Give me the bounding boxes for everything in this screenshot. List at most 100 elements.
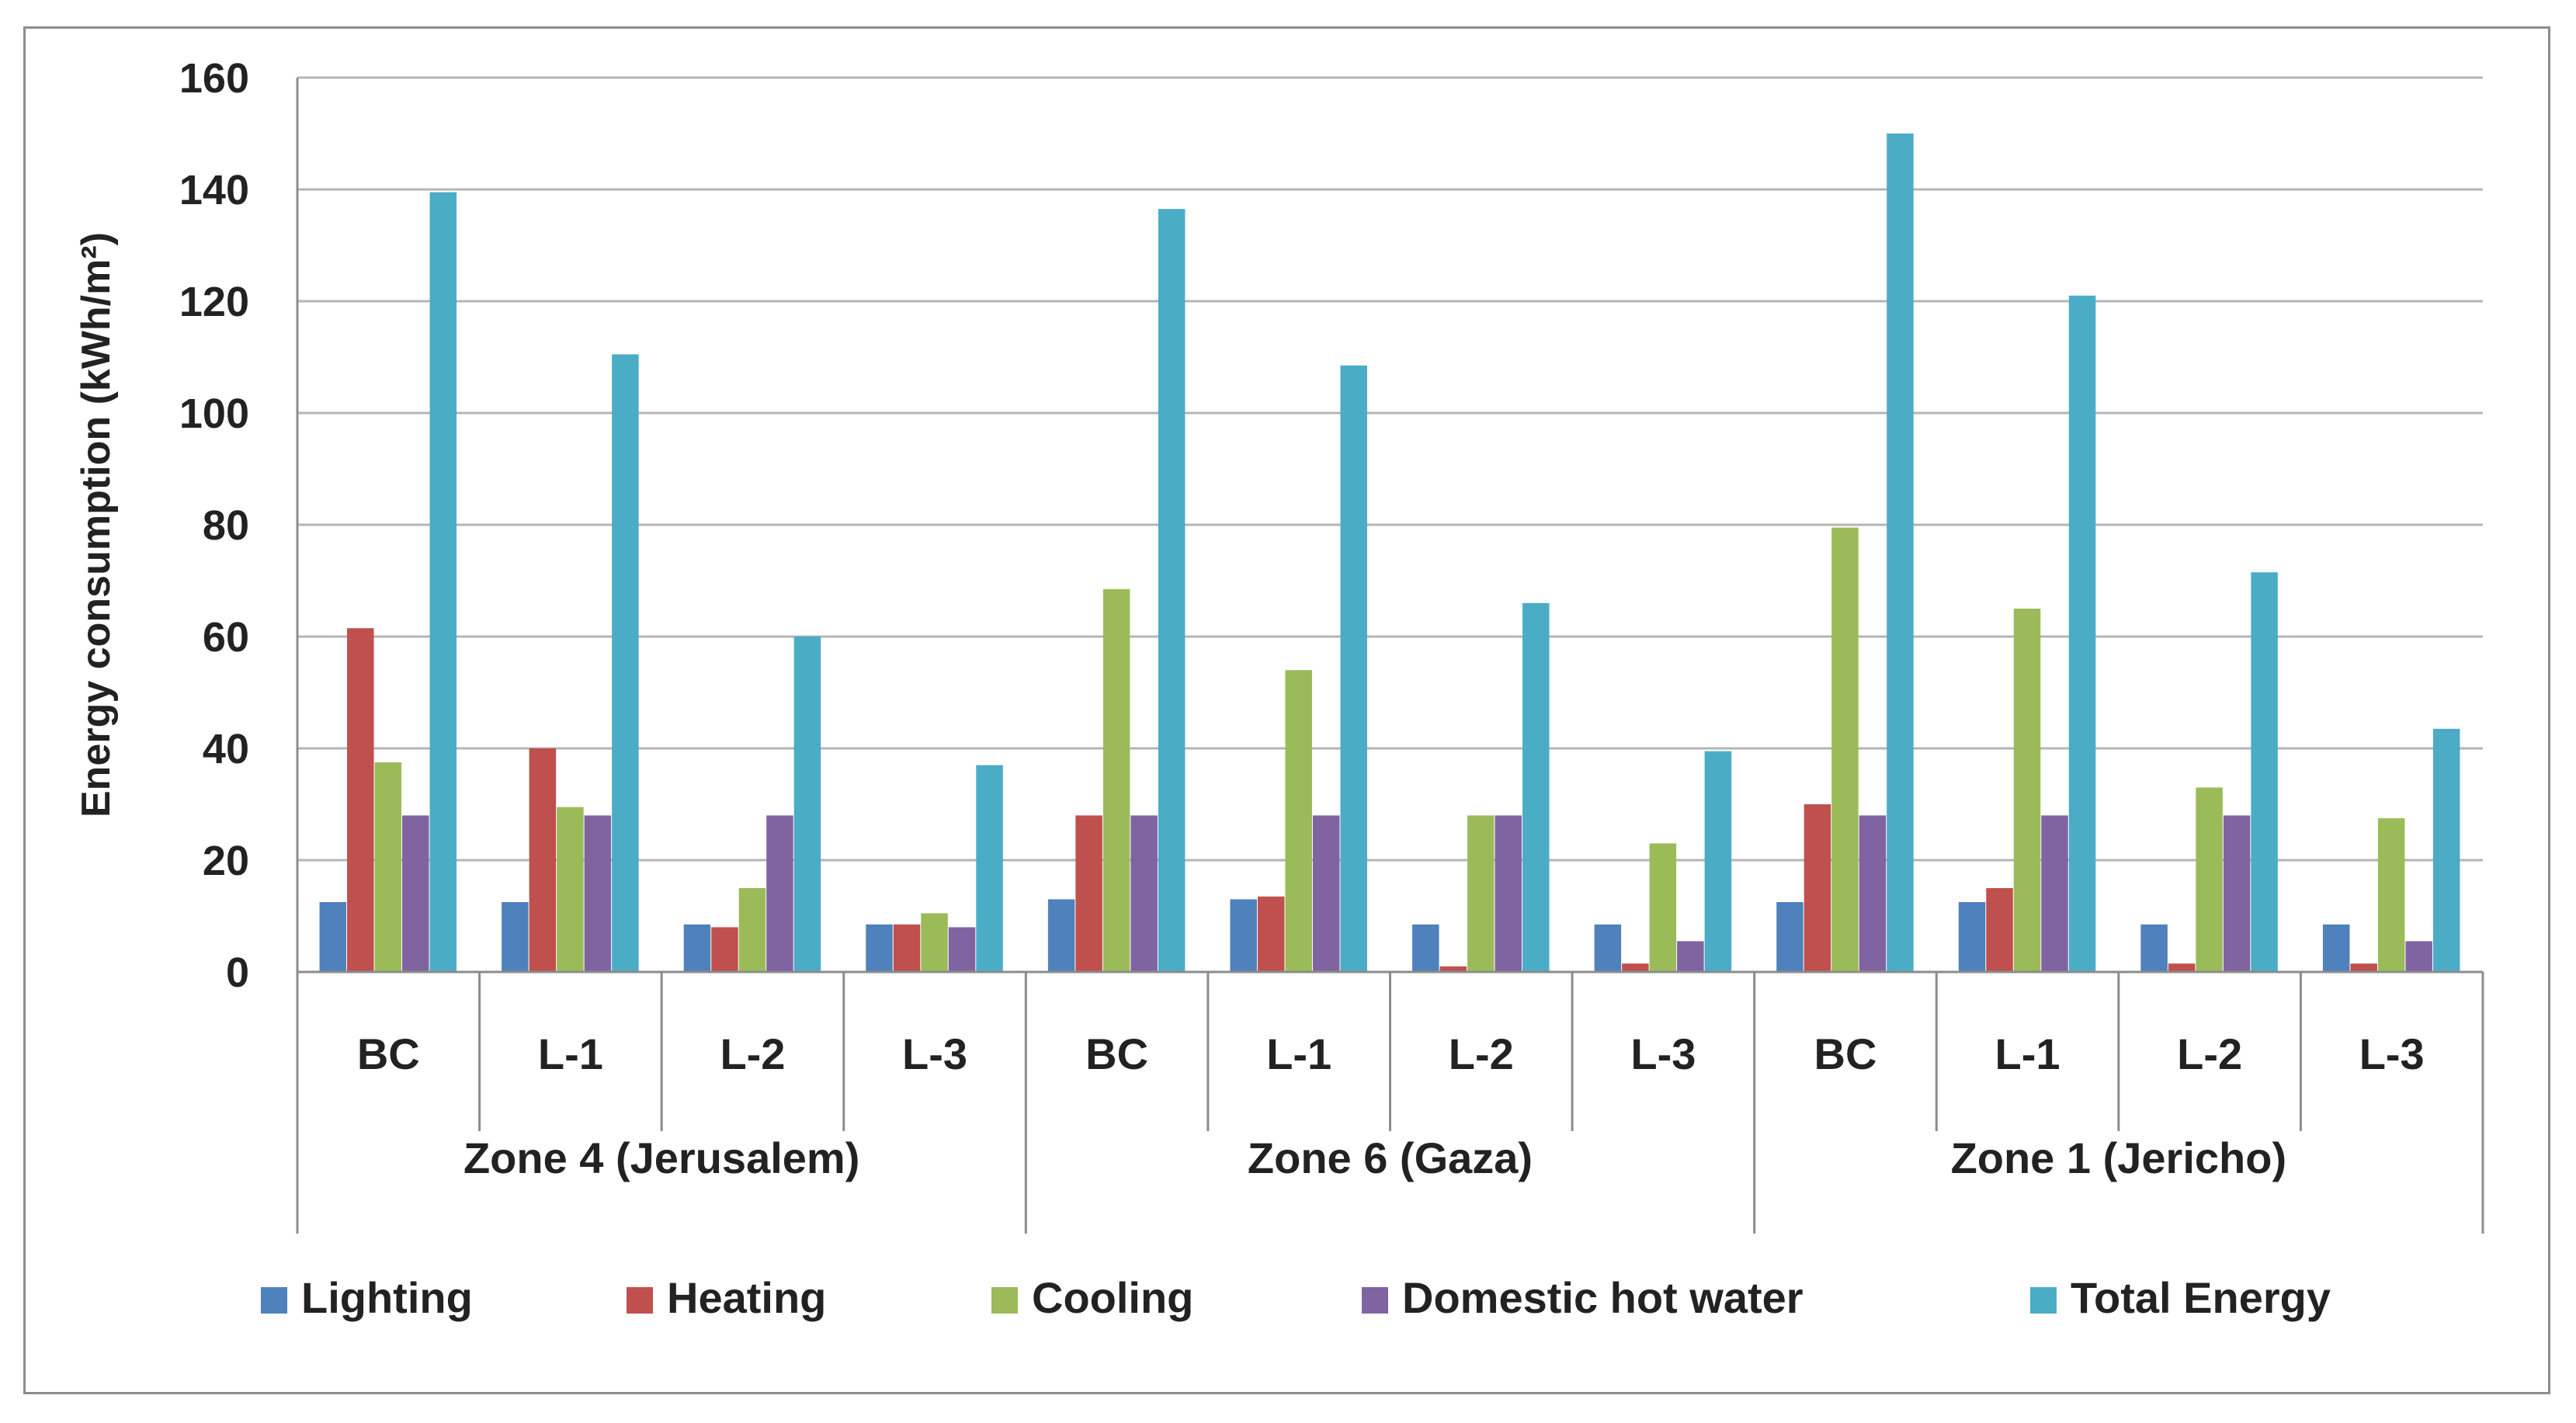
bar-heating-6 (1257, 896, 1285, 972)
bar-cooling-10 (2013, 609, 2041, 972)
bar-cooling-5 (1102, 588, 1130, 972)
bar-cooling-8 (1649, 843, 1677, 972)
bar-heating-3 (711, 927, 738, 972)
bar-total-energy-8 (1704, 751, 1732, 972)
bar-total-energy-9 (1887, 134, 1914, 972)
category-label-8: L-3 (1630, 1029, 1696, 1078)
y-tick-label-140: 140 (179, 167, 249, 213)
category-label-2: L-1 (538, 1029, 603, 1078)
category-label-1: BC (357, 1029, 420, 1078)
legend-item-total-energy-label: Total Energy (2071, 1273, 2331, 1322)
bar-lighting-5 (1047, 899, 1075, 972)
bar-total-energy-1 (429, 192, 457, 973)
bar-domestic-hot-water-1 (402, 815, 429, 972)
bar-total-energy-11 (2251, 572, 2278, 972)
legend-item-domestic-hot-water-label: Domestic hot water (1402, 1273, 1804, 1322)
bar-domestic-hot-water-12 (2405, 941, 2432, 972)
bar-cooling-4 (921, 913, 948, 972)
bar-lighting-3 (683, 924, 711, 972)
bar-heating-12 (2350, 963, 2377, 972)
category-label-6: L-1 (1266, 1029, 1331, 1078)
group-label-3: Zone 1 (Jericho) (1951, 1133, 2287, 1182)
legend-item-total-energy-swatch (2030, 1287, 2057, 1314)
category-label-4: L-3 (902, 1029, 967, 1078)
legend-item-heating-swatch (627, 1287, 653, 1314)
bar-lighting-4 (866, 924, 893, 972)
y-tick-label-40: 40 (203, 726, 249, 772)
y-tick-label-0: 0 (226, 949, 249, 996)
y-tick-label-20: 20 (203, 838, 249, 884)
category-label-3: L-2 (720, 1029, 785, 1078)
bar-cooling-3 (738, 888, 766, 972)
bar-domestic-hot-water-10 (2041, 815, 2068, 972)
y-tick-label-120: 120 (179, 279, 249, 325)
bar-lighting-9 (1776, 902, 1804, 972)
group-label-2: Zone 6 (Gaza) (1248, 1133, 1533, 1182)
axes (296, 78, 2484, 1234)
bar-heating-4 (893, 924, 921, 972)
y-tick-label-80: 80 (203, 502, 249, 549)
y-tick-label-160: 160 (179, 55, 249, 102)
labels: 0 20 40 60 80 100 120 140 160 BC L-1 L-2 L-3 BC L-1 L-2… (179, 55, 2425, 1182)
category-label-12: L-3 (2359, 1029, 2425, 1078)
bar-cooling-9 (1831, 527, 1859, 972)
legend-item-lighting-swatch (261, 1287, 287, 1314)
bar-domestic-hot-water-3 (766, 815, 793, 972)
bar-chart: 0 20 40 60 80 100 120 140 160 BC L-1 L-2 L-3 BC L-1 L-2… (74, 55, 2484, 1322)
bar-domestic-hot-water-9 (1859, 815, 1887, 972)
category-label-5: BC (1085, 1029, 1148, 1078)
bar-lighting-8 (1594, 924, 1622, 972)
bar-cooling-1 (374, 762, 402, 972)
bar-total-energy-3 (793, 637, 821, 972)
bar-heating-5 (1075, 815, 1102, 972)
bar-total-energy-7 (1522, 602, 1550, 972)
bar-cooling-11 (2196, 787, 2223, 972)
legend-item-cooling-label: Cooling (1032, 1273, 1193, 1322)
group-label-1: Zone 4 (Jerusalem) (463, 1133, 859, 1182)
bar-domestic-hot-water-5 (1130, 815, 1158, 972)
bar-total-energy-12 (2432, 728, 2460, 972)
bar-lighting-1 (319, 902, 347, 972)
bar-cooling-12 (2377, 818, 2405, 972)
bar-domestic-hot-water-2 (584, 815, 612, 972)
bar-heating-7 (1439, 966, 1467, 972)
bar-domestic-hot-water-8 (1677, 941, 1704, 972)
bar-domestic-hot-water-7 (1495, 815, 1522, 972)
bar-total-energy-10 (2068, 295, 2096, 972)
legend-item-cooling-swatch (991, 1287, 1018, 1314)
bar-lighting-10 (1958, 902, 1986, 972)
y-axis-title: Energy consumption (kWh/m²) (74, 232, 119, 817)
bar-heating-10 (1986, 888, 2013, 972)
bar-heating-2 (529, 748, 557, 972)
category-label-11: L-2 (2177, 1029, 2242, 1078)
category-label-7: L-2 (1449, 1029, 1514, 1078)
bar-heating-8 (1622, 963, 1649, 972)
legend: Lighting Heating Cooling Domestic hot water… (261, 1273, 2331, 1322)
y-tick-label-60: 60 (203, 614, 249, 661)
bar-cooling-6 (1285, 670, 1312, 972)
y-tick-label-100: 100 (179, 390, 249, 437)
bar-total-energy-5 (1158, 209, 1186, 972)
bar-domestic-hot-water-11 (2223, 815, 2251, 972)
bar-heating-1 (347, 628, 374, 972)
legend-item-heating-label: Heating (667, 1273, 826, 1322)
bar-lighting-6 (1230, 899, 1257, 972)
bar-lighting-2 (502, 902, 529, 972)
bar-lighting-12 (2322, 924, 2350, 972)
chart-frame: 0 20 40 60 80 100 120 140 160 BC L-1 L-2 L-3 BC L-1 L-2… (23, 26, 2550, 1394)
bar-lighting-7 (1412, 924, 1439, 972)
bar-lighting-11 (2140, 924, 2168, 972)
legend-item-lighting-label: Lighting (301, 1273, 473, 1322)
bar-domestic-hot-water-4 (948, 927, 976, 972)
bar-cooling-7 (1467, 815, 1495, 972)
bars (319, 134, 2460, 973)
bar-total-energy-4 (976, 765, 1003, 972)
legend-item-domestic-hot-water-swatch (1362, 1287, 1388, 1314)
bar-cooling-2 (557, 807, 584, 972)
bar-domestic-hot-water-6 (1312, 815, 1340, 972)
bar-heating-11 (2168, 963, 2196, 972)
category-label-10: L-1 (1995, 1029, 2060, 1078)
bar-heating-9 (1804, 804, 1831, 972)
bar-total-energy-2 (612, 354, 639, 972)
category-label-9: BC (1814, 1029, 1877, 1078)
